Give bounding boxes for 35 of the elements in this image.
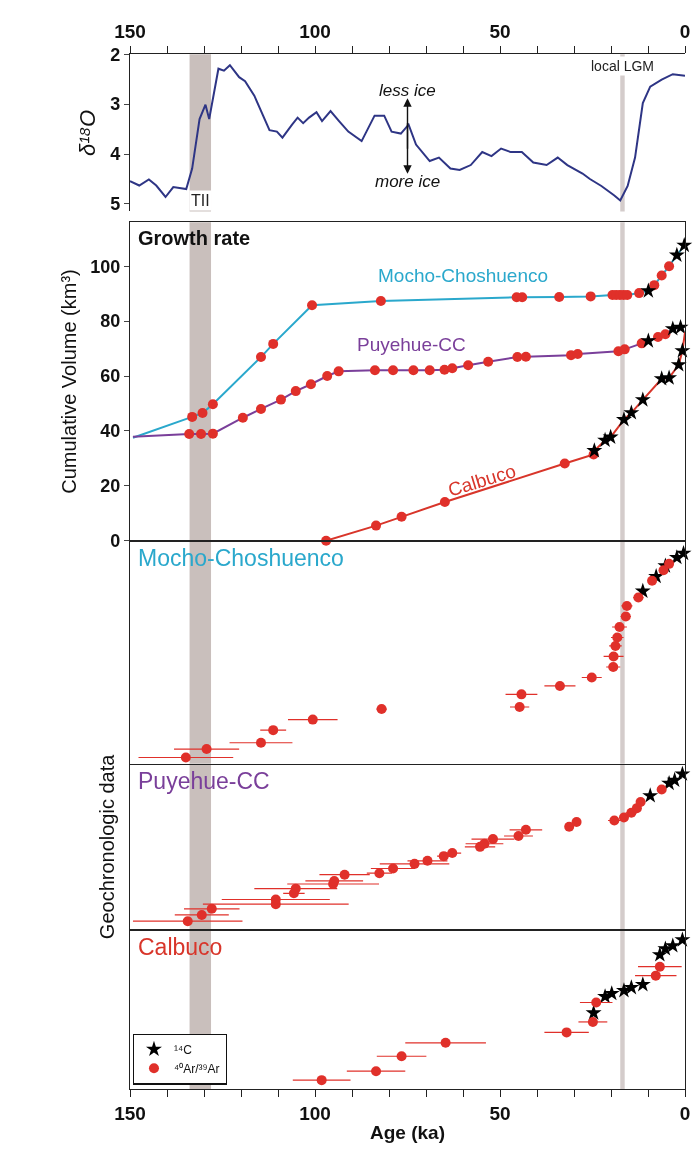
series-label: Mocho-Choshuenco	[378, 265, 549, 286]
series-label: Puyehue-CC	[357, 334, 466, 355]
x-tick-label: 150	[114, 1103, 146, 1125]
x-tick-label: 100	[299, 1103, 331, 1125]
chart-title: Calbuco	[138, 934, 223, 960]
annotation: more ice	[375, 172, 441, 191]
y-axis-title: Geochronologic data	[96, 753, 119, 940]
y-tick-label: 20	[100, 476, 121, 497]
x-tick-label: 0	[679, 1103, 691, 1125]
text: Calbuco	[445, 460, 519, 501]
y-axis-title: δ¹⁸O	[75, 109, 101, 156]
annotation: less ice	[379, 81, 436, 100]
x-tick-label: 150	[114, 21, 146, 43]
y-tick-label: 100	[90, 256, 121, 277]
x-tick-label: 0	[679, 21, 691, 43]
y-axis-title: Cumulative Volume (km³)	[57, 269, 80, 494]
chart-title: Growth rate	[138, 227, 251, 249]
band-label: TII	[191, 192, 210, 209]
band-label: local LGM	[591, 58, 655, 74]
y-tick-label: 2	[110, 44, 121, 65]
y-tick-label: 4	[110, 144, 121, 165]
y-tick-label: 80	[100, 311, 121, 332]
x-tick-label: 50	[489, 21, 511, 43]
legend-label: ¹⁴C	[173, 1042, 193, 1057]
y-tick-label: 40	[100, 421, 121, 442]
x-tick-label: 100	[299, 21, 331, 43]
y-tick-label: 60	[100, 366, 121, 387]
chart-title: Puyehue-CC	[138, 768, 270, 794]
chart-title: Mocho-Choshuenco	[138, 545, 344, 571]
x-tick-label: 50	[489, 1103, 511, 1125]
legend-label: ⁴⁰Ar/³⁹Ar	[173, 1061, 220, 1076]
y-tick-label: 5	[110, 194, 121, 215]
x-axis-title: Age (ka)	[370, 1121, 445, 1143]
y-tick-label: 3	[110, 94, 121, 115]
y-tick-label: 0	[110, 531, 121, 551]
